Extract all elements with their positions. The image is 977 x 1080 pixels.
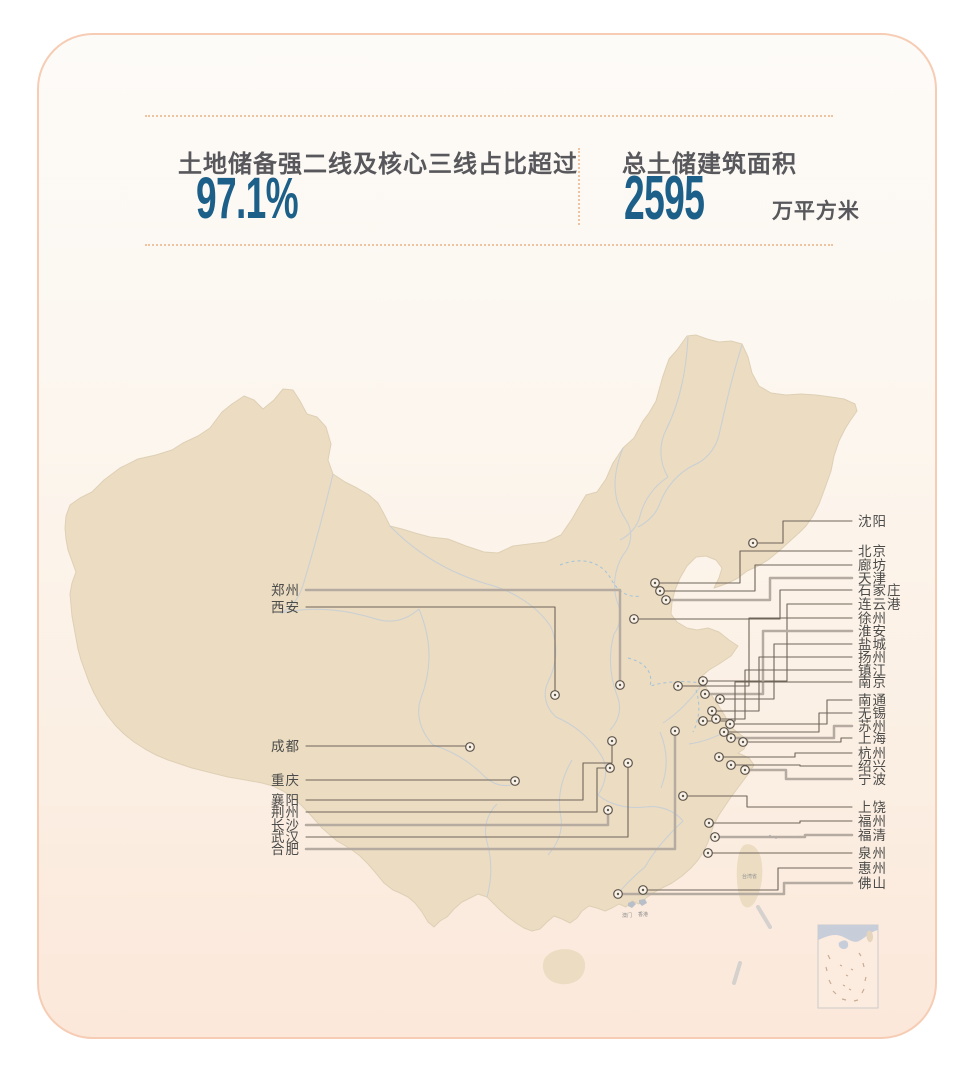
dotted-divider-top xyxy=(145,115,833,117)
stat1-value-row: 97.1% xyxy=(196,170,355,228)
stat2-value-row: 2595 万平方米 xyxy=(624,168,860,230)
dotted-divider-bottom xyxy=(145,244,833,246)
stat1-value: 97.1% xyxy=(196,166,299,231)
stat2-label: 总土储建筑面积 xyxy=(622,151,797,178)
dotted-divider-vertical xyxy=(578,148,580,225)
stat2-unit: 万平方米 xyxy=(771,200,860,223)
stat1-label: 土地储备强二线及核心三线占比超过 xyxy=(178,151,578,178)
stat2-value: 2595 xyxy=(624,164,705,233)
